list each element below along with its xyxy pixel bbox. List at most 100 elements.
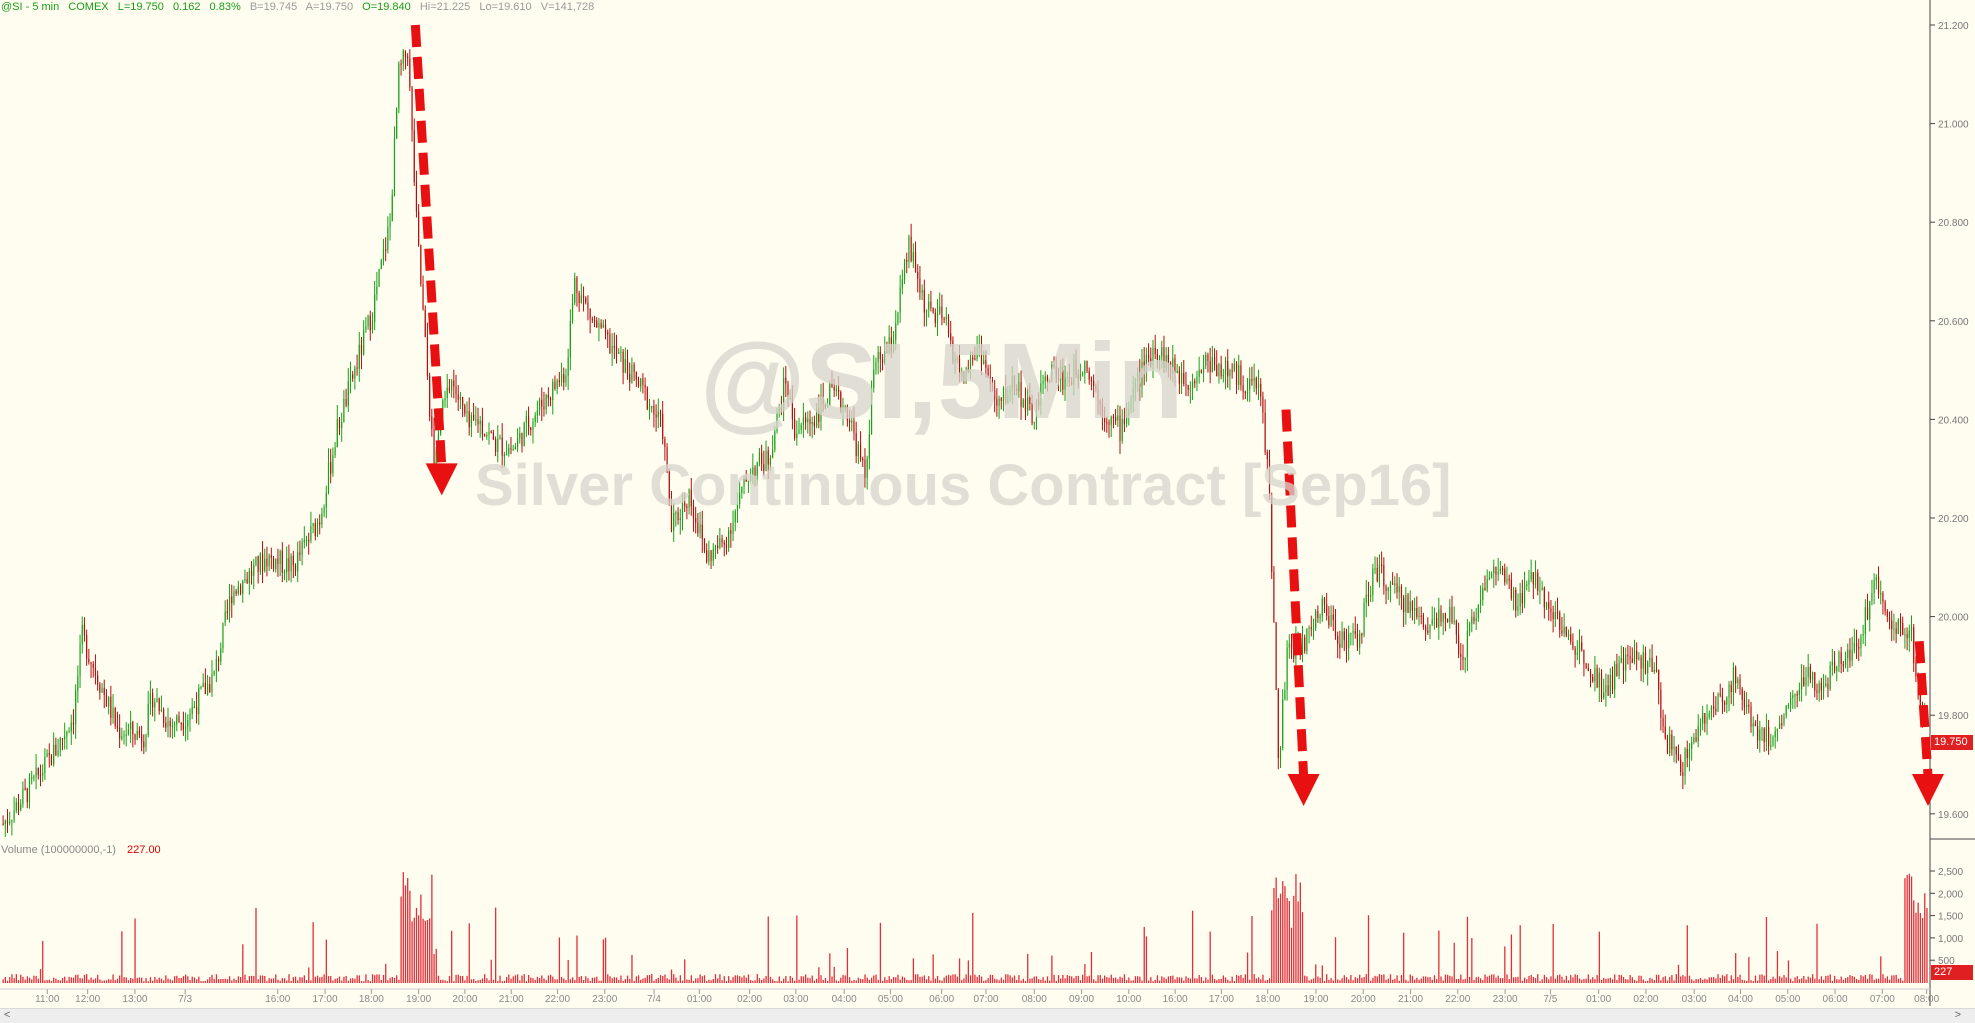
volume-bar (143, 981, 145, 983)
candle-body (1332, 614, 1334, 620)
volume-bar (1071, 976, 1073, 983)
volume-bar (719, 974, 721, 983)
candle-body (690, 489, 692, 507)
symbol-label[interactable]: @SI - 5 min (1, 1, 60, 13)
candle-body (604, 324, 607, 333)
volume-bar (356, 975, 358, 983)
horizontal-scrollbar[interactable]: < > (0, 1008, 1975, 1023)
volume-bar (1196, 978, 1198, 983)
candle-body (1748, 704, 1750, 707)
volume-bar (1844, 978, 1847, 983)
candle-body (794, 419, 796, 438)
volume-bar (1060, 978, 1062, 983)
ask-price: A=19.750 (305, 1, 354, 13)
volume-bar (237, 976, 240, 983)
volume-bar (1451, 976, 1453, 983)
volume-bar (631, 954, 633, 983)
candle-body (387, 227, 389, 251)
volume-bar (42, 940, 44, 983)
volume-bar (1178, 977, 1181, 983)
candle-body (824, 404, 826, 408)
candle-body (1229, 370, 1231, 377)
candle-body (1207, 354, 1209, 362)
candle-body (873, 369, 875, 388)
volume-bar (455, 974, 457, 983)
volume-bar (1000, 977, 1002, 983)
candle-body (1209, 361, 1211, 373)
volume-bar (160, 978, 163, 983)
time-tick-label: 10:00 (1116, 994, 1141, 1005)
candle-body (1501, 568, 1504, 570)
candle-body (615, 346, 618, 354)
volume-bar (824, 978, 827, 983)
volume-bar (974, 974, 976, 983)
volume-bar (534, 979, 536, 983)
volume-bar (1082, 974, 1084, 983)
volume-bar (110, 979, 112, 983)
candle-body (1556, 612, 1559, 614)
volume-bar (569, 979, 572, 983)
candle-body (899, 287, 901, 313)
volume-bar (774, 980, 776, 983)
candle-body (1486, 579, 1488, 591)
volume-bar (1108, 977, 1110, 983)
volume-bar (1163, 977, 1165, 983)
candle-body (1713, 706, 1715, 709)
volume-bar (622, 980, 624, 983)
volume-bar (1607, 978, 1609, 983)
volume-bar (189, 979, 191, 983)
candle-body (1897, 619, 1899, 634)
volume-bar (996, 979, 998, 983)
volume-bar (1789, 978, 1792, 983)
volume-bar (1875, 978, 1878, 983)
volume-bar (1251, 916, 1253, 983)
volume-bar (451, 930, 453, 983)
candle-body (1490, 573, 1493, 578)
volume-bar (1473, 980, 1475, 983)
candle-body (785, 377, 787, 384)
volume-bar (1455, 978, 1458, 983)
candle-body (1772, 737, 1774, 746)
candle-body (897, 312, 899, 324)
price-tick-label: 19.600 (1938, 810, 1969, 821)
candle-body (35, 767, 37, 777)
volume-bar (1295, 874, 1297, 983)
volume-bar (279, 980, 281, 983)
volume-bar (1761, 974, 1763, 983)
candle-body (1189, 388, 1191, 390)
candle-body (734, 510, 736, 523)
candle-body (198, 687, 200, 715)
volume-bar (1176, 977, 1178, 983)
candle-body (934, 312, 936, 323)
volume-bar (1216, 980, 1218, 983)
candle-body (1567, 634, 1570, 637)
scroll-left-icon[interactable]: < (4, 1009, 11, 1021)
volume-bar (1198, 975, 1200, 983)
volume-bar (921, 976, 923, 983)
candle-body (1024, 399, 1027, 411)
candle-body (706, 550, 708, 562)
price-tick-label: 20.000 (1938, 613, 1969, 624)
candle-body (987, 367, 989, 378)
volume-bar (879, 922, 882, 983)
volume-panel-label: Volume (100000000,-1) (1, 844, 116, 856)
candle-body (501, 437, 503, 456)
volume-bar (488, 980, 490, 983)
volume-bar (1570, 975, 1572, 983)
volume-bar (1321, 965, 1323, 983)
candle-body (2, 823, 4, 826)
candle-body (1732, 667, 1735, 693)
time-tick-label: 08:00 (1914, 994, 1939, 1005)
volume-bar (1425, 976, 1427, 983)
volume-bar (1713, 977, 1715, 983)
volume-bar (1049, 980, 1051, 983)
volume-bar (1592, 977, 1594, 983)
scroll-right-icon[interactable]: > (1954, 1009, 1969, 1021)
candle-body (943, 318, 945, 321)
volume-bar (1057, 975, 1060, 983)
volume-bar (1594, 979, 1596, 983)
candle-body (1512, 589, 1515, 599)
volume-bar (1869, 974, 1871, 983)
candle-body (611, 346, 613, 354)
candle-body (1798, 689, 1800, 695)
